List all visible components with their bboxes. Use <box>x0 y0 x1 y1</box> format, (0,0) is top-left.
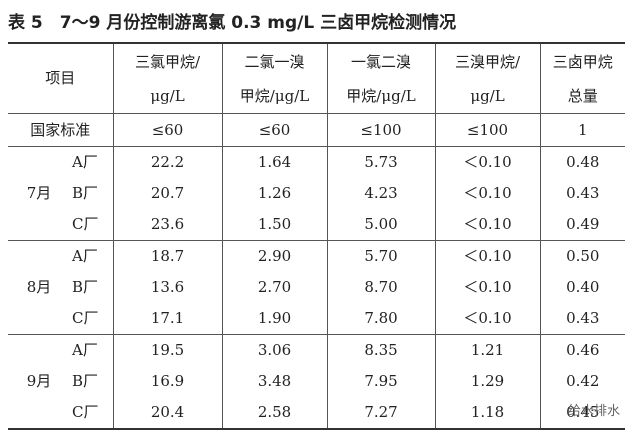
cell: 0.46 <box>539 334 626 366</box>
cell: ≤60 <box>221 113 328 147</box>
cell: 2.58 <box>221 397 328 430</box>
data-row: C厂 23.6 1.50 5.00 ＜0.10 0.49 <box>8 209 626 241</box>
plant-cell: C厂 <box>70 209 114 241</box>
cell: 8.70 <box>326 272 436 303</box>
data-row: 7月 A厂 22.2 1.64 5.73 ＜0.10 0.48 <box>8 146 626 241</box>
header-line: 三卤甲烷 <box>552 52 613 71</box>
cell: 1.29 <box>434 366 541 397</box>
cell: 0.40 <box>539 272 626 303</box>
cell: 0.48 <box>539 146 626 178</box>
data-table: 项目 三氯甲烷/μg/L 二氯一溴 甲烷/μg/L 一氯二溴 甲烷/μg/L 三溴甲烷/μg… <box>8 42 626 430</box>
month-cell: 7月 <box>8 146 70 241</box>
header-line: 总量 <box>567 86 598 105</box>
cell: ＜0.10 <box>434 209 541 241</box>
cell: 1.50 <box>221 209 328 241</box>
cell: 1.64 <box>221 146 328 178</box>
data-row: B厂 16.9 3.48 7.95 1.29 0.42 <box>8 366 626 397</box>
plant-cell: B厂 <box>72 278 99 296</box>
cell: 1 <box>539 113 626 147</box>
cell: 1.26 <box>221 178 328 209</box>
cell: 3.48 <box>221 366 328 397</box>
plant-cell: B厂 <box>72 184 99 202</box>
header-row: 项目 三氯甲烷/μg/L 二氯一溴 甲烷/μg/L 一氯二溴 甲烷/μg/L 三溴甲烷/μg… <box>8 43 626 114</box>
cell: 19.5 <box>112 334 223 366</box>
header-cell: 三溴甲烷/μg/L <box>434 43 541 114</box>
header-cell: 一氯二溴甲烷/μg/L <box>326 43 436 114</box>
cell: ＜0.10 <box>434 240 541 272</box>
plant-cell: A厂 <box>72 341 98 359</box>
cell: 3.06 <box>221 334 328 366</box>
cell: 4.23 <box>326 178 436 209</box>
header-cell: 三氯甲烷/μg/L <box>112 43 223 114</box>
header-cell: 项目 <box>8 43 114 114</box>
month-cell: 9月 <box>8 334 70 430</box>
data-row: B厂 20.7 1.26 4.23 ＜0.10 0.43 <box>8 178 626 209</box>
data-row: C厂 20.4 2.58 7.27 1.18 0.45 <box>8 397 626 430</box>
header-line: 三溴甲烷/ <box>454 52 521 71</box>
cell: 16.9 <box>112 366 223 397</box>
header-line: 二氯一溴 <box>244 52 305 71</box>
cell: ＜0.10 <box>434 146 541 178</box>
plant-cell: A厂 <box>72 247 98 265</box>
cell: 17.1 <box>112 303 223 335</box>
data-row: B厂 13.6 2.70 8.70 ＜0.10 0.40 <box>8 272 626 303</box>
cell: ＜0.10 <box>434 272 541 303</box>
header-cell: 二氯一溴甲烷/μg/L <box>221 43 328 114</box>
cell: 7.27 <box>326 397 436 430</box>
cell: 0.42 <box>539 366 626 397</box>
cell: 5.73 <box>326 146 436 178</box>
data-row: 9月 A厂 19.5 3.06 8.35 1.21 0.46 <box>8 334 626 430</box>
plant-cell: C厂 <box>70 397 114 430</box>
standard-row: 国家标准 ≤60 ≤60 ≤100 ≤100 1 <box>8 113 626 147</box>
cell: ≤60 <box>112 113 223 147</box>
cell: 1.18 <box>434 397 541 430</box>
plant-cell: A厂 <box>72 153 98 171</box>
cell: 2.70 <box>221 272 328 303</box>
cell: ≤100 <box>434 113 541 147</box>
cell: 22.2 <box>112 146 223 178</box>
header-cell: 三卤甲烷 总量 <box>539 43 626 114</box>
cell: 0.43 <box>539 178 626 209</box>
cell: 18.7 <box>112 240 223 272</box>
cell: 8.35 <box>326 334 436 366</box>
data-row: 8月 A厂 18.7 2.90 5.70 ＜0.10 0.50 <box>8 240 626 335</box>
cell: 0.49 <box>539 209 626 241</box>
plant-cell: B厂 <box>72 372 99 390</box>
plant-cell: C厂 <box>70 303 114 335</box>
cell: 7.80 <box>326 303 436 335</box>
table-title: 表 5 7～9 月份控制游离氯 0.3 mg/L 三卤甲烷检测情况 <box>8 13 457 33</box>
month-cell: 8月 <box>8 240 70 335</box>
header-line: μg/L <box>150 86 185 105</box>
row-label: 国家标准 <box>8 113 114 147</box>
header-line: 甲烷/μg/L <box>346 86 416 105</box>
data-row: C厂 17.1 1.90 7.80 ＜0.10 0.43 <box>8 303 626 335</box>
cell: ＜0.10 <box>434 303 541 335</box>
cell: 5.70 <box>326 240 436 272</box>
header-line: 甲烷/μg/L <box>239 86 310 105</box>
cell: 20.4 <box>112 397 223 430</box>
cell: 1.90 <box>221 303 328 335</box>
cell: 13.6 <box>112 272 223 303</box>
cell: 0.45 <box>539 397 626 430</box>
watermark: 给水排水 <box>567 404 620 419</box>
cell: 7.95 <box>326 366 436 397</box>
cell: ≤100 <box>326 113 436 147</box>
cell: 0.43 <box>539 303 626 335</box>
cell: ＜0.10 <box>434 178 541 209</box>
cell: 23.6 <box>112 209 223 241</box>
cell: 1.21 <box>434 334 541 366</box>
cell: 2.90 <box>221 240 328 272</box>
header-line: 三氯甲烷/ <box>134 52 201 71</box>
header-line: μg/L <box>470 86 505 105</box>
cell: 5.00 <box>326 209 436 241</box>
cell: 0.50 <box>539 240 626 272</box>
header-line: 一氯二溴 <box>351 52 412 71</box>
cell: 20.7 <box>112 178 223 209</box>
